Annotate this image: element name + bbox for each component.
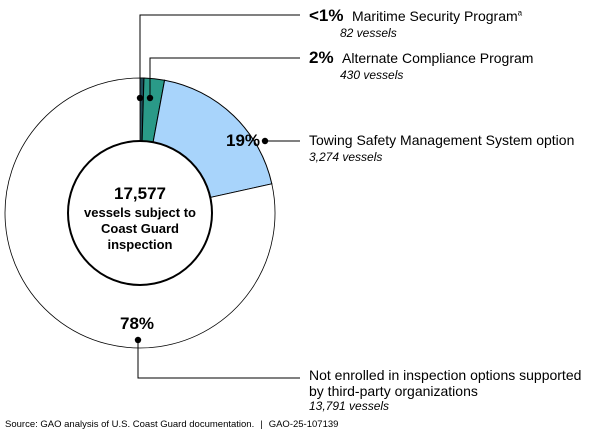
source-text: Source: GAO analysis of U.S. Coast Guard…: [5, 419, 255, 430]
leader-dot-alternate: [146, 94, 154, 102]
slice-count-maritime: 82 vessels: [340, 26, 397, 40]
slice-pct-alternate: 2%: [309, 48, 334, 67]
slice-pct-maritime: <1%: [309, 6, 344, 25]
source-separator: |: [260, 419, 263, 430]
slice-name-towing: Towing Safety Management System option: [309, 132, 575, 148]
center-line-1: vessels subject to: [84, 205, 196, 220]
slice-name-not-enrolled-line2: by third-party organizations: [309, 383, 478, 399]
slice-pct-not-enrolled: 78%: [120, 314, 155, 333]
label-alternate-compliance: 2% Alternate Compliance Program 430 vess…: [309, 48, 533, 82]
leader-line-maritime: [139, 14, 300, 98]
center-line-3: inspection: [107, 237, 172, 252]
leader-dot-not-enrolled: [134, 336, 142, 344]
center-line-2: Coast Guard: [101, 221, 179, 236]
source-note: Source: GAO analysis of U.S. Coast Guard…: [5, 419, 338, 430]
slice-count-alternate: 430 vessels: [340, 68, 404, 82]
report-id: GAO-25-107139: [268, 419, 339, 430]
footnote-marker: a: [517, 8, 523, 18]
label-maritime-security: <1% Maritime Security Programa 82 vessel…: [309, 6, 522, 40]
slice-pct-towing: 19%: [226, 131, 261, 150]
donut-inner-circle: [67, 140, 213, 286]
label-towing-safety: Towing Safety Management System option 3…: [309, 132, 574, 164]
slice-name-maritime: Maritime Security Programa: [351, 8, 523, 24]
slice-name-not-enrolled-line1: Not enrolled in inspection options suppo…: [309, 367, 582, 383]
leader-line-not-enrolled: [137, 340, 300, 379]
slice-count-towing: 3,274 vessels: [309, 150, 383, 164]
leader-line-alternate: [149, 57, 300, 98]
leader-lines: [134, 14, 300, 379]
leader-dot-towing: [261, 137, 269, 145]
center-total: 17,577: [114, 184, 166, 203]
label-not-enrolled: Not enrolled in inspection options suppo…: [309, 367, 581, 413]
slice-count-not-enrolled: 13,791 vessels: [309, 399, 390, 413]
slice-name-alternate: Alternate Compliance Program: [342, 50, 534, 66]
leader-dot-maritime: [136, 94, 144, 102]
